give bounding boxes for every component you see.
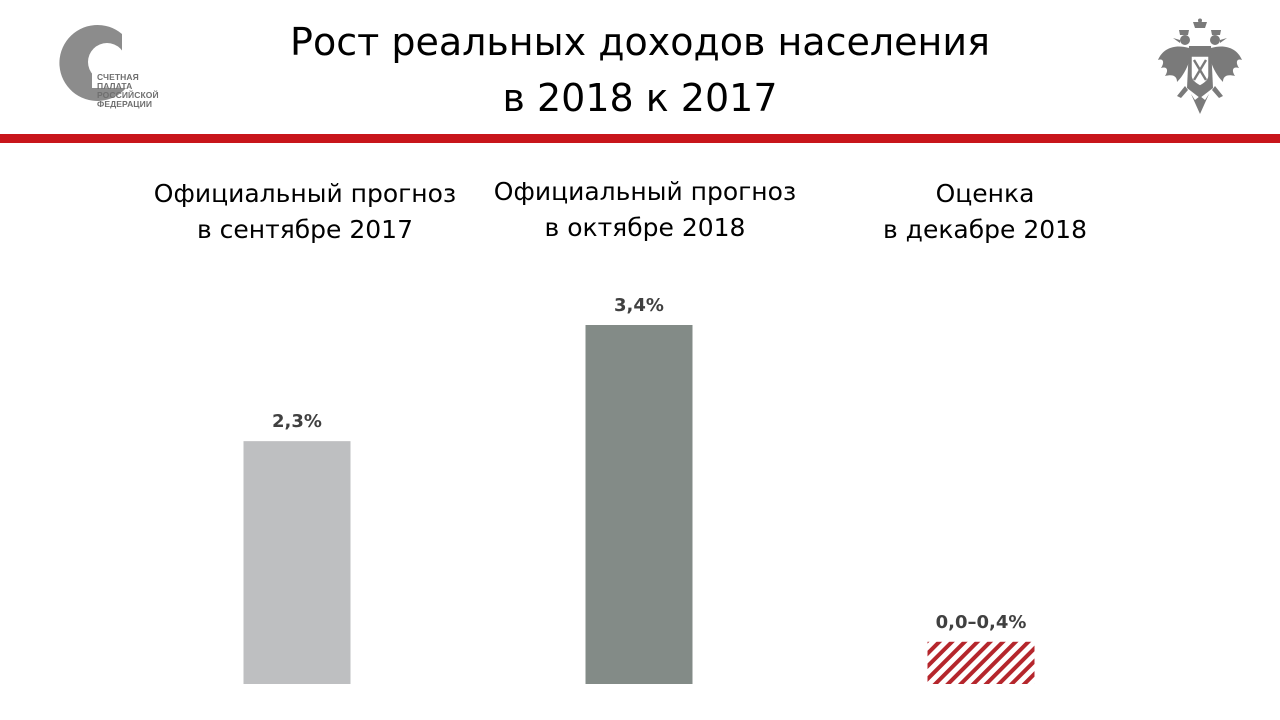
category-label-line: Официальный прогноз [153, 179, 457, 208]
category-label-line: в декабре 2018 [882, 215, 1087, 244]
accounts-chamber-logo: СЧЕТНАЯ ПАЛАТА РОССИЙСКОЙ ФЕДЕРАЦИИ [44, 24, 174, 120]
value-label-2: 3,4% [614, 295, 664, 316]
category-label-1: Официальный прогноз в сентябре 2017 [125, 176, 485, 248]
page-title-line-2: в 2018 к 2017 [502, 76, 778, 120]
page-title-line-1: Рост реальных доходов населения [290, 20, 990, 64]
logo-caption-line: РОССИЙСКОЙ [97, 90, 159, 100]
accounts-chamber-logo-icon [59, 24, 126, 101]
value-label-1: 2,3% [272, 411, 322, 432]
category-label-2: Официальный прогноз в октябре 2018 [465, 174, 825, 246]
category-label-line: Оценка [935, 179, 1035, 208]
page-title: Рост реальных доходов населения в 2018 к… [240, 14, 1040, 126]
bar-2 [585, 325, 693, 684]
category-label-3: Оценка в декабре 2018 [805, 176, 1165, 248]
header-divider [0, 134, 1280, 143]
value-label-3: 0,0–0,4% [936, 612, 1027, 633]
category-label-line: в октябре 2018 [544, 213, 746, 242]
bar-1 [243, 441, 351, 684]
state-emblem-icon [1158, 18, 1242, 114]
logo-caption: СЧЕТНАЯ ПАЛАТА РОССИЙСКОЙ ФЕДЕРАЦИИ [97, 73, 159, 109]
logo-caption-line: ФЕДЕРАЦИИ [97, 99, 153, 109]
category-label-line: Официальный прогноз [493, 177, 797, 206]
logo-caption-line: ПАЛАТА [97, 81, 133, 91]
bar-3 [927, 641, 1035, 684]
logo-caption-line: СЧЕТНАЯ [97, 72, 139, 82]
category-label-line: в сентябре 2017 [197, 215, 413, 244]
